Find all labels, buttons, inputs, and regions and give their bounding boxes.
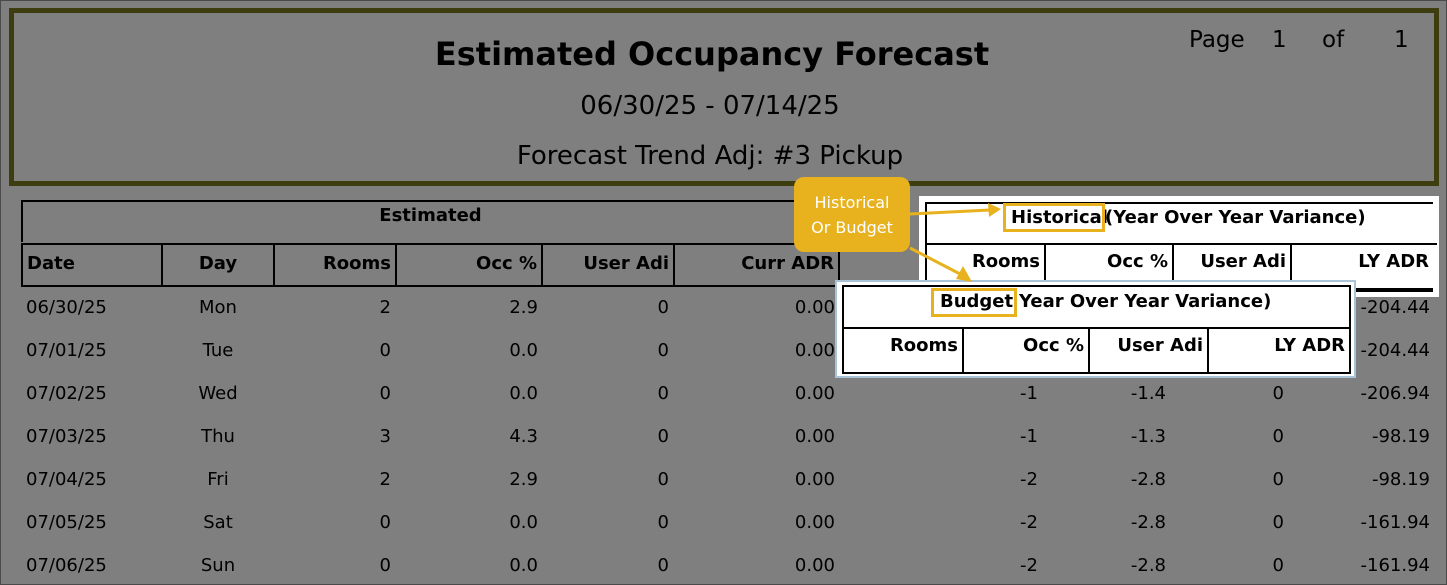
- budget-title-word: Budget: [940, 291, 1014, 312]
- cell-var-user-adj: 0: [1272, 555, 1284, 576]
- historical-table: [925, 202, 1433, 292]
- cell-var-rooms: -2: [1020, 512, 1038, 533]
- cell-occ: 2.9: [509, 469, 538, 490]
- cell-day: Tue: [202, 340, 234, 361]
- cell-date: 07/03/25: [26, 426, 107, 447]
- cell-date: 06/30/25: [26, 297, 107, 318]
- historical-title-rest: (Year Over Year Variance): [1105, 207, 1366, 228]
- cell-occ: 4.3: [509, 426, 538, 447]
- cell-date: 07/04/25: [26, 469, 107, 490]
- historical-title-word: Historical: [1011, 207, 1108, 228]
- cell-var-ly-adr: -98.19: [1371, 426, 1430, 447]
- callout-line-1: Historical: [814, 193, 890, 212]
- cell-user-adj: 0: [657, 340, 669, 361]
- historical-col-ly-adr: LY ADR: [1290, 245, 1433, 290]
- page-label: Page: [1189, 27, 1245, 53]
- cell-rooms: 0: [379, 383, 391, 404]
- of-label: of: [1322, 27, 1345, 53]
- cell-curr-adr: 0.00: [794, 469, 835, 490]
- cell-var-ly-adr: -206.94: [1360, 383, 1430, 404]
- report-title: Estimated Occupancy Forecast: [434, 35, 990, 73]
- report-header: Estimated Occupancy Forecast 06/30/25 - …: [9, 8, 1439, 186]
- cell-occ: 0.0: [509, 512, 538, 533]
- cell-rooms: 2: [379, 297, 391, 318]
- cell-var-occ: -2.8: [1130, 512, 1166, 533]
- cell-curr-adr: 0.00: [794, 555, 835, 576]
- cell-curr-adr: 0.00: [794, 297, 835, 318]
- cell-user-adj: 0: [657, 383, 669, 404]
- budget-title-rest: Year Over Year Variance): [1019, 291, 1272, 312]
- cell-rooms: 0: [379, 555, 391, 576]
- cell-curr-adr: 0.00: [794, 383, 835, 404]
- cell-var-ly-adr: -98.19: [1371, 469, 1430, 490]
- column-header-day: Day: [161, 243, 275, 287]
- page-total: 1: [1394, 27, 1409, 53]
- cell-var-rooms: -2: [1020, 469, 1038, 490]
- cell-user-adj: 0: [657, 512, 669, 533]
- cell-date: 07/06/25: [26, 555, 107, 576]
- cell-var-user-adj: 0: [1272, 426, 1284, 447]
- cell-var-user-adj: 0: [1272, 383, 1284, 404]
- cell-occ: 0.0: [509, 340, 538, 361]
- historical-divider: [925, 243, 1437, 245]
- cell-var-user-adj: 0: [1272, 469, 1284, 490]
- budget-panel: [835, 280, 1356, 378]
- cell-user-adj: 0: [657, 469, 669, 490]
- budget-col-occ: Occ %: [962, 329, 1090, 374]
- budget-table: [842, 285, 1351, 374]
- cell-var-ly-adr: -204.44: [1360, 297, 1430, 318]
- cell-day: Thu: [201, 426, 235, 447]
- column-header-occ: Occ %: [395, 243, 543, 287]
- cell-user-adj: 0: [657, 555, 669, 576]
- cell-date: 07/05/25: [26, 512, 107, 533]
- budget-col-rooms: Rooms: [844, 329, 964, 374]
- cell-user-adj: 0: [657, 426, 669, 447]
- cell-occ: 0.0: [509, 383, 538, 404]
- cell-user-adj: 0: [657, 297, 669, 318]
- cell-day: Sat: [203, 512, 233, 533]
- budget-divider: [844, 327, 1349, 329]
- cell-rooms: 3: [379, 426, 391, 447]
- cell-occ: 0.0: [509, 555, 538, 576]
- cell-date: 07/01/25: [26, 340, 107, 361]
- cell-var-occ: -2.8: [1130, 555, 1166, 576]
- cell-day: Sun: [200, 555, 236, 576]
- cell-var-user-adj: 0: [1272, 512, 1284, 533]
- historical-or-budget-callout: Historical Or Budget: [794, 177, 910, 252]
- estimated-label: Estimated: [379, 205, 482, 226]
- cell-var-occ: -2.8: [1130, 469, 1166, 490]
- cell-curr-adr: 0.00: [794, 426, 835, 447]
- cell-day: Fri: [207, 469, 229, 490]
- cell-rooms: 0: [379, 340, 391, 361]
- cell-var-ly-adr: -161.94: [1360, 555, 1430, 576]
- cell-day: Wed: [198, 383, 238, 404]
- column-header-date: Date: [21, 243, 163, 287]
- column-header-user-adj: User Adi: [541, 243, 675, 287]
- date-range: 06/30/25 - 07/14/25: [580, 91, 840, 121]
- budget-highlight: [931, 288, 1017, 317]
- cell-rooms: 0: [379, 512, 391, 533]
- column-header-rooms: Rooms: [273, 243, 397, 287]
- budget-col-ly-adr: LY ADR: [1274, 335, 1345, 356]
- cell-day: Mon: [199, 297, 237, 318]
- cell-curr-adr: 0.00: [794, 512, 835, 533]
- page-number: 1: [1272, 27, 1287, 53]
- cell-var-rooms: -2: [1020, 555, 1038, 576]
- cell-rooms: 2: [379, 469, 391, 490]
- column-header-curr-adr: Curr ADR: [673, 243, 840, 287]
- callout-line-2: Or Budget: [811, 218, 893, 237]
- cell-var-occ: -1.4: [1130, 383, 1166, 404]
- historical-highlight: [1003, 203, 1105, 232]
- cell-var-occ: -1.3: [1130, 426, 1166, 447]
- cell-var-rooms: -1: [1020, 426, 1038, 447]
- cell-date: 07/02/25: [26, 383, 107, 404]
- cell-curr-adr: 0.00: [794, 340, 835, 361]
- cell-var-ly-adr: -204.44: [1360, 340, 1430, 361]
- forecast-trend: Forecast Trend Adj: #3 Pickup: [516, 141, 904, 171]
- cell-occ: 2.9: [509, 297, 538, 318]
- budget-col-user-adj: User Adi: [1088, 329, 1209, 374]
- cell-var-rooms: -1: [1020, 383, 1038, 404]
- cell-var-ly-adr: -161.94: [1360, 512, 1430, 533]
